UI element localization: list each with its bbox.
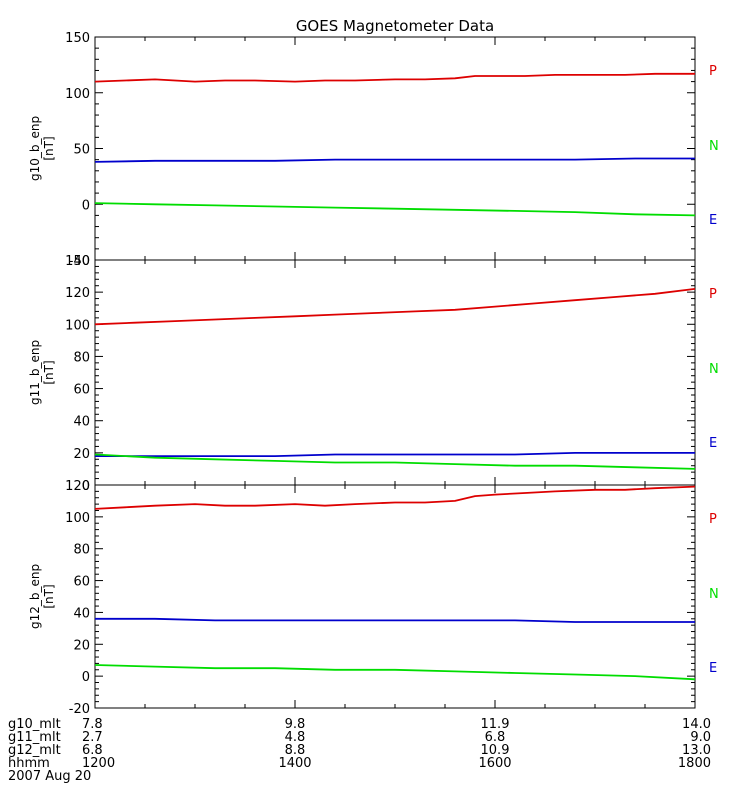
y-tick-label: 60 <box>73 383 90 398</box>
panel-1: -50 0 50 100 150 g10_b_enp [nT] P N E <box>28 31 719 269</box>
panel-frame <box>94 36 696 261</box>
y-axis-label: g11_b_enp <box>28 340 42 405</box>
footer-value: 11.9 <box>481 717 510 732</box>
legend-n: N <box>709 362 719 377</box>
footer-value: 6.8 <box>485 730 506 745</box>
series-line-P <box>94 288 696 326</box>
y-tick-label: -20 <box>69 702 90 717</box>
footer-value: 9.0 <box>690 730 711 745</box>
footer-value: 9.8 <box>285 717 306 732</box>
y-tick-label: 40 <box>73 606 90 621</box>
y-tick-label: 100 <box>65 318 90 333</box>
y-tick-label: 60 <box>73 575 90 590</box>
series-line-P <box>94 485 696 510</box>
y-tick-label: 150 <box>65 31 90 46</box>
y-tick-label: 80 <box>73 543 90 558</box>
panel-2: 0 20 40 60 80 100 120 140 g11_b_enp [nT] P N E <box>28 254 719 494</box>
footer-value: 4.8 <box>285 730 306 745</box>
series-line-E <box>94 453 696 470</box>
footer-value: 1200 <box>82 756 115 771</box>
mlt-footer-table: g10_mlt 7.8 9.8 11.9 14.0 g11_mlt 2.7 4.8 6.8 9.0… <box>8 717 711 784</box>
y-axis-label: g12_b_enp <box>28 564 42 629</box>
y-tick-label: 100 <box>65 511 90 526</box>
footer-value: 13.0 <box>682 743 711 758</box>
footer-value: 7.8 <box>82 717 103 732</box>
footer-value: 6.8 <box>82 743 103 758</box>
y-tick-label: 80 <box>73 350 90 365</box>
footer-value: 2.7 <box>82 730 103 745</box>
y-tick-label: 120 <box>65 286 90 301</box>
footer-value: 8.8 <box>285 743 306 758</box>
panel-frame <box>94 259 696 486</box>
y-tick-label: 40 <box>73 415 90 430</box>
y-tick-label: 120 <box>65 479 90 494</box>
y-axis-unit: [nT] <box>42 584 56 608</box>
series-line-N <box>94 157 695 163</box>
legend-e: E <box>709 661 717 676</box>
series-line-N <box>95 617 695 623</box>
legend-e: E <box>709 213 717 228</box>
series-line-E <box>94 664 696 681</box>
panel-3: -20 0 20 40 60 80 100 120 g12_b_enp [nT] P N E <box>28 479 719 717</box>
footer-value: 10.9 <box>481 743 510 758</box>
footer-value: 1600 <box>478 756 511 771</box>
y-tick-label: 100 <box>65 87 90 102</box>
legend-p: P <box>709 512 717 527</box>
y-tick-label: 0 <box>82 670 90 685</box>
y-tick-label: -50 <box>69 254 90 269</box>
series-line-N <box>95 451 695 458</box>
footer-date: 2007 Aug 20 <box>8 769 91 784</box>
legend-p: P <box>709 64 717 79</box>
footer-row-label: g10_mlt <box>8 717 61 732</box>
footer-value: 14.0 <box>682 717 711 732</box>
y-tick-label: 140 <box>65 254 90 269</box>
footer-value: 1400 <box>278 756 311 771</box>
legend-p: P <box>709 287 717 302</box>
legend-n: N <box>709 587 719 602</box>
footer-value: 1800 <box>678 756 711 771</box>
legend-n: N <box>709 139 719 154</box>
y-axis-unit: [nT] <box>42 136 56 160</box>
series-line-E <box>94 202 696 217</box>
y-tick-label: 20 <box>73 447 90 462</box>
chart-title: GOES Magnetometer Data <box>296 17 494 35</box>
legend-e: E <box>709 436 717 451</box>
y-axis-unit: [nT] <box>42 360 56 384</box>
y-tick-label: 20 <box>73 638 90 653</box>
y-tick-label: 0 <box>82 198 90 213</box>
series-line-P <box>94 72 695 83</box>
footer-row-label: g11_mlt <box>8 730 61 745</box>
y-tick-label: 0 <box>82 479 90 494</box>
footer-row-label: hhmm <box>8 756 50 771</box>
y-axis-label: g10_b_enp <box>28 116 42 181</box>
y-tick-label: 50 <box>73 143 90 158</box>
footer-row-label: g12_mlt <box>8 743 61 758</box>
